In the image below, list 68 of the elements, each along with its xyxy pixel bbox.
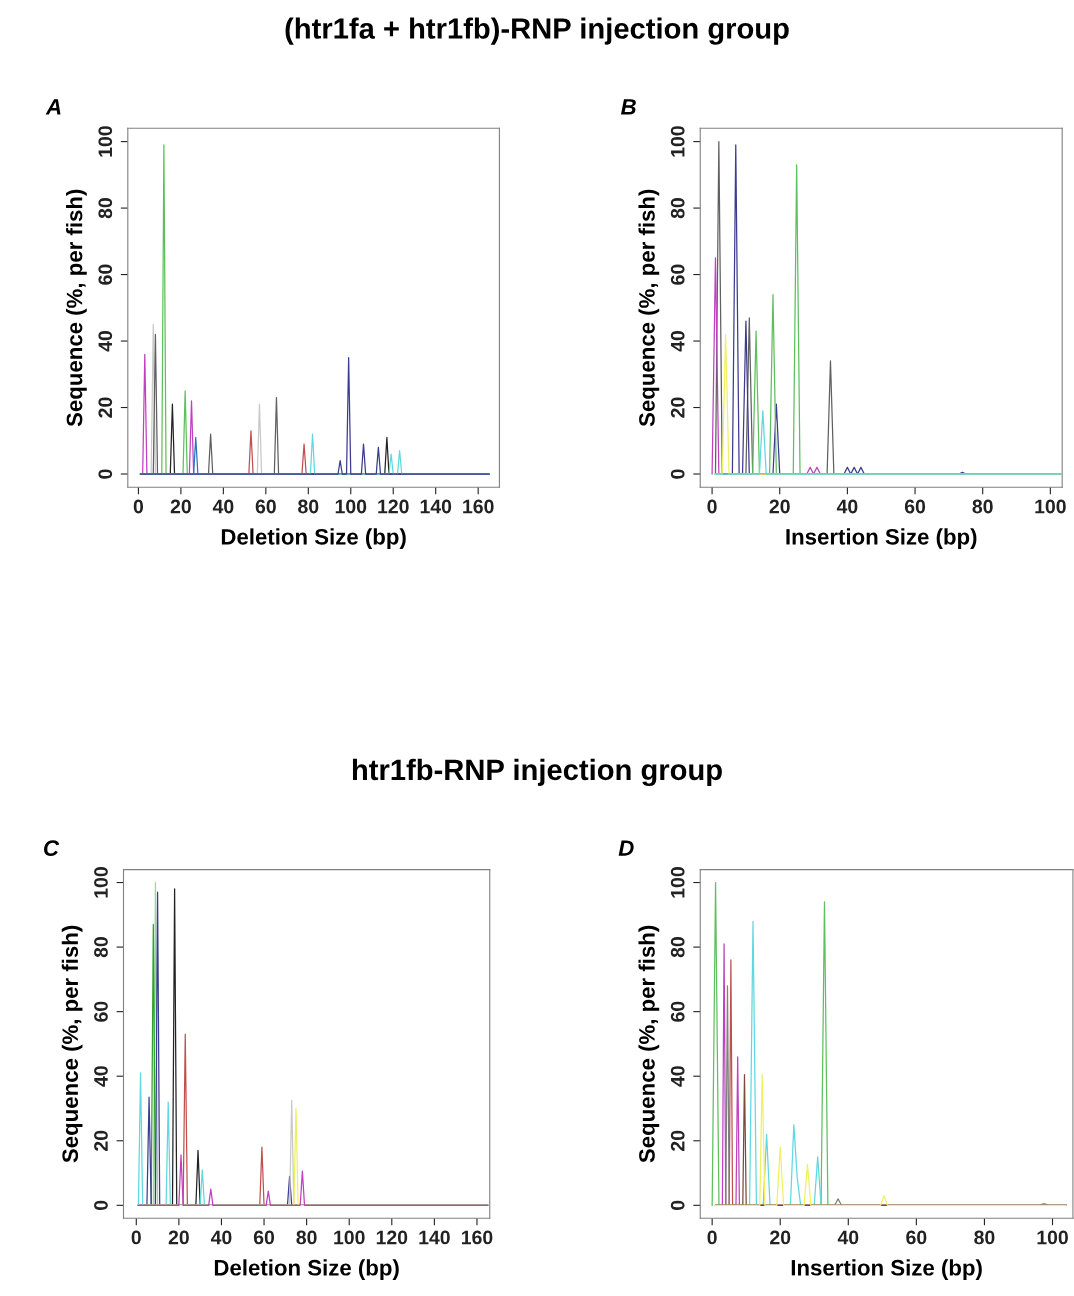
y-axis-title: Sequence (%, per fish)	[638, 189, 660, 427]
y-tick-label: 100	[94, 867, 108, 898]
y-tick-label: 40	[670, 331, 685, 352]
x-tick-label: 160	[463, 499, 494, 514]
x-tick-label: 120	[378, 499, 409, 514]
x-tick-label: 140	[419, 1230, 450, 1245]
x-tick-label: 40	[210, 1230, 232, 1245]
y-tick-label: 100	[670, 126, 685, 157]
y-tick-label: 60	[670, 264, 685, 285]
x-tick-label: 0	[131, 1230, 141, 1245]
y-axis-title: Sequence (%, per fish)	[638, 925, 660, 1163]
x-tick-label: 100	[1035, 499, 1066, 514]
x-tick-label: 60	[255, 499, 276, 514]
y-axis-title: Sequence (%, per fish)	[61, 925, 83, 1163]
y-tick-label: 0	[670, 1200, 685, 1210]
x-tick-label: 40	[836, 499, 858, 514]
y-tick-label: 20	[94, 1130, 108, 1151]
chart-title: A	[45, 99, 61, 115]
text: htr1fb-RNP injection group	[352, 758, 722, 787]
x-tick-label: 80	[974, 1230, 995, 1245]
x-tick-label: 40	[837, 1230, 859, 1245]
x-tick-label: 60	[904, 499, 926, 514]
y-tick-label: 20	[670, 1130, 685, 1151]
x-tick-label: 80	[972, 499, 993, 514]
y-tick-label: 40	[670, 1066, 685, 1087]
y-tick-label: 80	[670, 937, 685, 958]
x-axis-title: Deletion Size (bp)	[221, 528, 406, 550]
x-tick-label: 100	[335, 499, 367, 514]
x-tick-label: 0	[133, 499, 144, 514]
chart-title: B	[621, 99, 636, 115]
y-tick-label: 20	[670, 397, 685, 418]
y-axis-title: Sequence (%, per fish)	[66, 189, 87, 427]
x-tick-label: 100	[334, 1230, 365, 1245]
text: (htr1fa + htr1fb)-RNP injection group	[285, 17, 789, 45]
y-tick-label: 20	[98, 397, 113, 418]
y-tick-label: 40	[94, 1066, 108, 1087]
x-tick-label: 20	[770, 1230, 791, 1245]
y-tick-label: 0	[98, 469, 113, 479]
x-tick-label: 160	[461, 1230, 493, 1245]
y-tick-label: 80	[98, 198, 113, 219]
y-tick-label: 0	[94, 1200, 108, 1210]
y-tick-label: 60	[670, 1001, 685, 1022]
x-axis-title: Insertion Size (bp)	[791, 1259, 982, 1280]
x-tick-label: 40	[212, 499, 234, 514]
x-tick-label: 20	[168, 1230, 189, 1245]
x-tick-label: 60	[906, 1230, 927, 1245]
x-tick-label: 20	[170, 499, 191, 514]
y-tick-label: 60	[94, 1001, 108, 1022]
y-tick-label: 100	[670, 867, 685, 898]
x-tick-label: 100	[1037, 1230, 1068, 1245]
x-tick-label: 0	[707, 1230, 717, 1245]
x-tick-label: 0	[707, 499, 717, 514]
y-tick-label: 80	[94, 937, 108, 958]
chart-title: C	[44, 840, 60, 856]
x-tick-label: 80	[296, 1230, 317, 1245]
x-tick-label: 20	[769, 499, 790, 514]
x-tick-label: 120	[376, 1230, 408, 1245]
x-axis-title: Insertion Size (bp)	[786, 528, 977, 550]
x-tick-label: 60	[253, 1230, 275, 1245]
y-tick-label: 60	[98, 264, 113, 285]
x-axis-title: Deletion Size (bp)	[214, 1259, 399, 1280]
y-tick-label: 0	[670, 469, 685, 479]
chart-title: D	[618, 840, 634, 856]
y-tick-label: 100	[98, 126, 113, 157]
y-tick-label: 40	[98, 331, 113, 352]
y-tick-label: 80	[670, 198, 685, 219]
x-tick-label: 80	[298, 499, 319, 514]
x-tick-label: 140	[420, 499, 452, 514]
